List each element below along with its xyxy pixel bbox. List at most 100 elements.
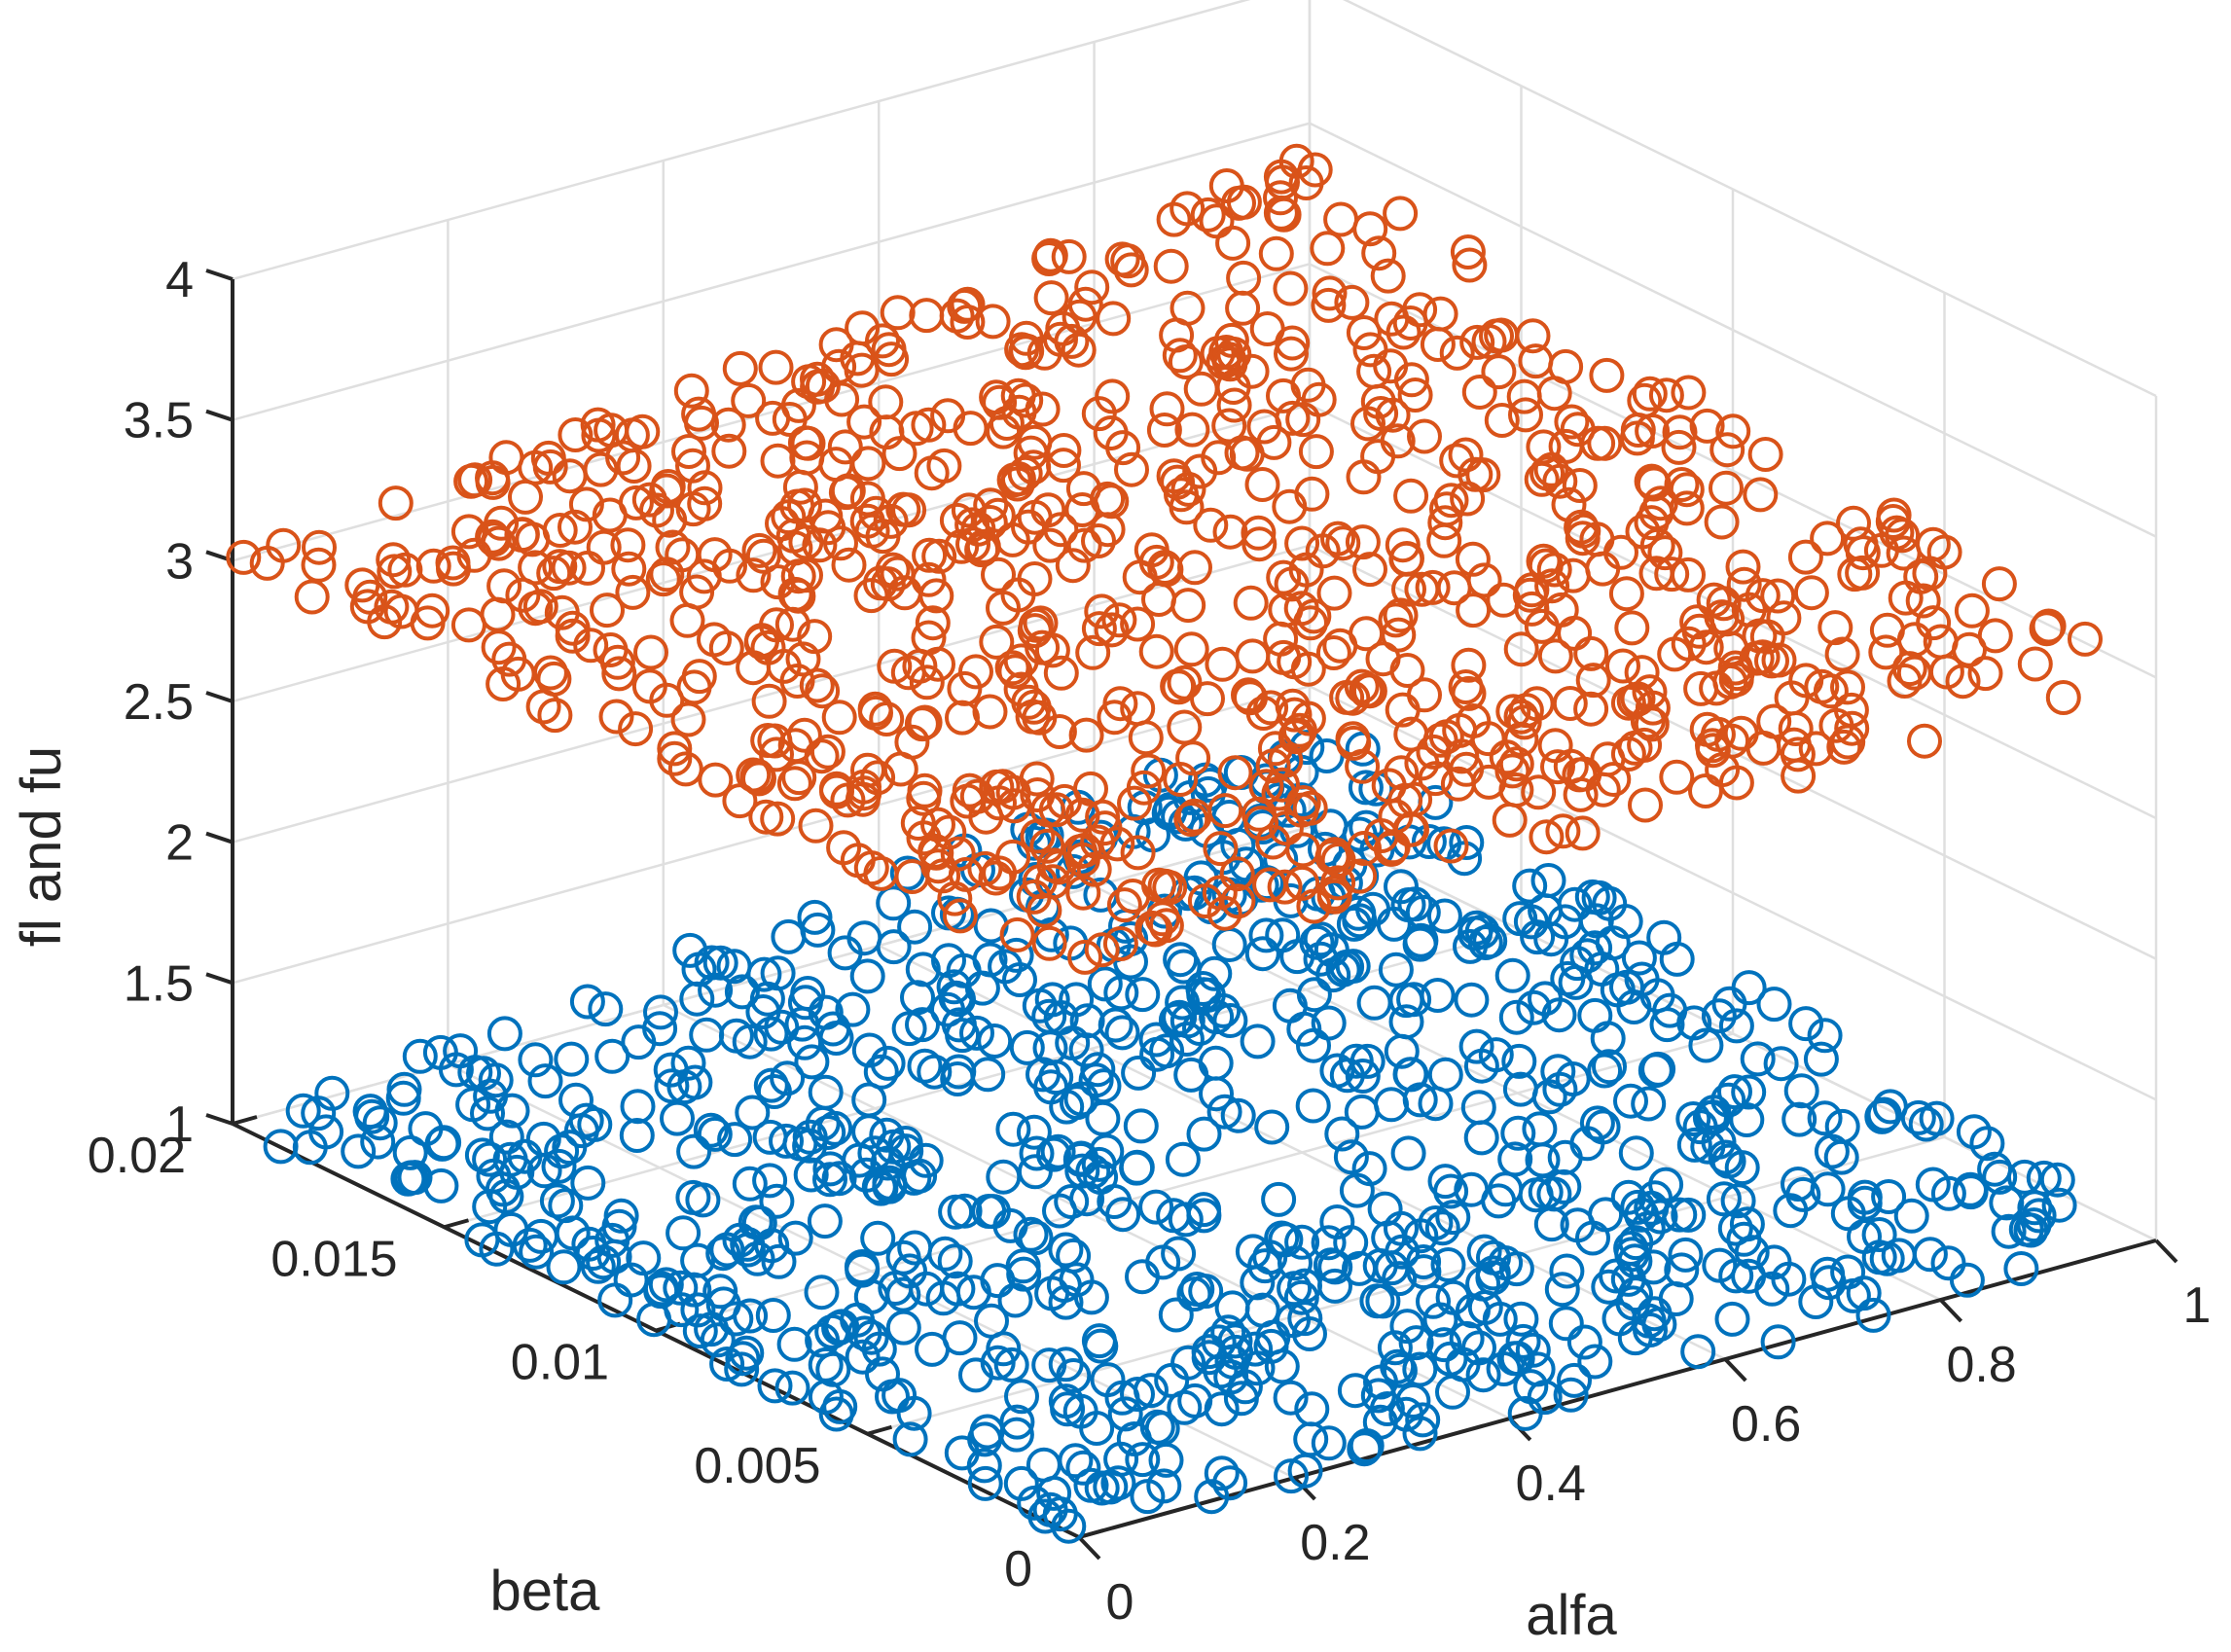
data-point-fl [1191,1334,1227,1370]
data-point-fl [1104,1015,1140,1051]
data-point-fu [981,557,1016,593]
data-point-fu [1273,270,1309,306]
data-point-fu [1000,577,1036,613]
data-point-fl [486,1016,522,1052]
data-point-fu [776,766,812,802]
data-point-fl [1553,1377,1589,1413]
data-point-fl [689,1017,725,1053]
data-point-fu [1503,631,1539,667]
data-point-fu [1152,870,1188,906]
data-point-fl [1351,1151,1387,1187]
data-point-fu [1836,505,1871,541]
data-point-fu [1393,478,1429,514]
data-point-fu [979,624,1015,660]
data-point-fl [603,1198,639,1234]
data-point-fl [959,1015,994,1051]
data-point-fu [1265,164,1300,200]
data-point-fl [1048,1232,1084,1268]
data-point-fl [1374,1250,1410,1286]
data-point-fu [1743,477,1779,513]
data-point-fu [1285,402,1321,438]
data-point-fl [1397,886,1433,922]
data-point-fl [865,1356,900,1392]
data-point-fu [1294,476,1330,512]
data-point-fl [1204,1455,1240,1491]
data-point-fu [1346,315,1382,350]
data-point-fu [741,532,777,568]
data-point-fl [1807,1018,1843,1054]
data-point-fu [1706,586,1742,622]
data-point-fl [1107,1396,1143,1432]
data-point-fu [1563,776,1599,812]
data-point-fu [1450,481,1486,517]
data-point-fl [1497,1141,1533,1177]
data-point-fl [1356,985,1392,1021]
data-point-fu [551,550,587,586]
data-point-fu [1456,703,1492,738]
data-point-fu [1766,600,1802,636]
data-point-fu [1298,434,1334,470]
data-point-fu [731,382,767,418]
data-point-fl [876,885,912,921]
data-point-fu [687,485,723,521]
data-point-fl [1186,1198,1222,1234]
data-point-fu [530,440,566,476]
data-point-fu [1384,755,1420,791]
data-point-fl [488,1119,524,1155]
data-point-fu [1385,314,1421,350]
data-point-fl [797,899,833,935]
data-point-fu [1589,357,1625,393]
data-point-fu [532,655,568,691]
data-point-fu [697,537,733,573]
data-point-fu [679,574,715,610]
data-point-fu [797,619,833,655]
data-point-fu [1648,377,1684,413]
data-point-fu [1954,593,1990,628]
data-point-fl [724,974,760,1010]
data-point-fu [1605,648,1640,684]
data-point-fl [1893,1198,1929,1234]
data-point-fu [1661,429,1697,465]
data-point-fu [586,529,622,565]
data-point-fu [568,486,604,522]
data-point-fu [1203,831,1239,867]
data-point-fl [1403,1218,1439,1254]
data-point-fl [885,1276,921,1312]
data-point-fu [536,556,572,592]
data-point-fl [1989,1185,2025,1221]
data-point-fl [908,1142,944,1178]
data-point-fu [711,433,747,469]
data-point-fu [1283,792,1319,828]
data-point-fl [1522,1111,1558,1147]
data-point-fu [1310,231,1346,267]
data-point-fl [882,1378,918,1414]
data-point-fu [552,458,588,494]
data-point-fl [887,1126,923,1161]
data-point-fl [1090,1362,1126,1398]
data-point-fu [1316,879,1352,915]
data-point-fu [1265,767,1300,803]
data-point-fu [450,607,486,643]
data-point-fl [1036,1136,1071,1172]
data-point-fu [819,773,854,809]
data-point-fl [1003,1465,1039,1501]
data-point-fl [1579,1105,1615,1141]
grid-line-backwall-z [232,263,1311,562]
data-point-fl [1295,1088,1331,1124]
data-point-fl [653,1052,689,1088]
data-point-fl [1731,1074,1767,1110]
data-point-fl [1871,1179,1907,1214]
data-point-fu [1402,292,1438,328]
data-point-fu [558,417,594,452]
data-point-fl [1592,1049,1627,1085]
data-point-fu [758,349,794,385]
data-point-fl [770,1060,806,1096]
data-point-fu [1244,467,1280,502]
data-point-fl [787,1024,823,1060]
data-point-fl [1206,1094,1242,1130]
data-point-fu [1061,332,1097,368]
data-point-fl [1783,1073,1819,1109]
data-point-fu [681,396,717,432]
data-point-fu [1081,523,1116,558]
data-point-fl [1027,1498,1063,1534]
